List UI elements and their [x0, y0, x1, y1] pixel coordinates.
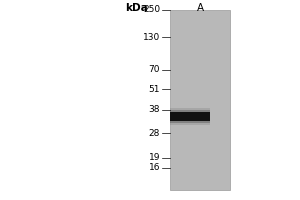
Bar [170, 110, 210, 123]
Bar [170, 108, 210, 125]
Text: 16: 16 [148, 164, 160, 172]
Text: kDa: kDa [125, 3, 148, 13]
Bar [170, 10, 230, 190]
Text: 38: 38 [148, 106, 160, 114]
Text: 28: 28 [148, 129, 160, 138]
Text: A: A [196, 3, 204, 13]
Text: 19: 19 [148, 154, 160, 162]
Text: 70: 70 [148, 66, 160, 74]
Bar [170, 112, 210, 121]
Text: 51: 51 [148, 84, 160, 94]
Text: 250: 250 [143, 5, 160, 15]
Text: 130: 130 [143, 32, 160, 42]
